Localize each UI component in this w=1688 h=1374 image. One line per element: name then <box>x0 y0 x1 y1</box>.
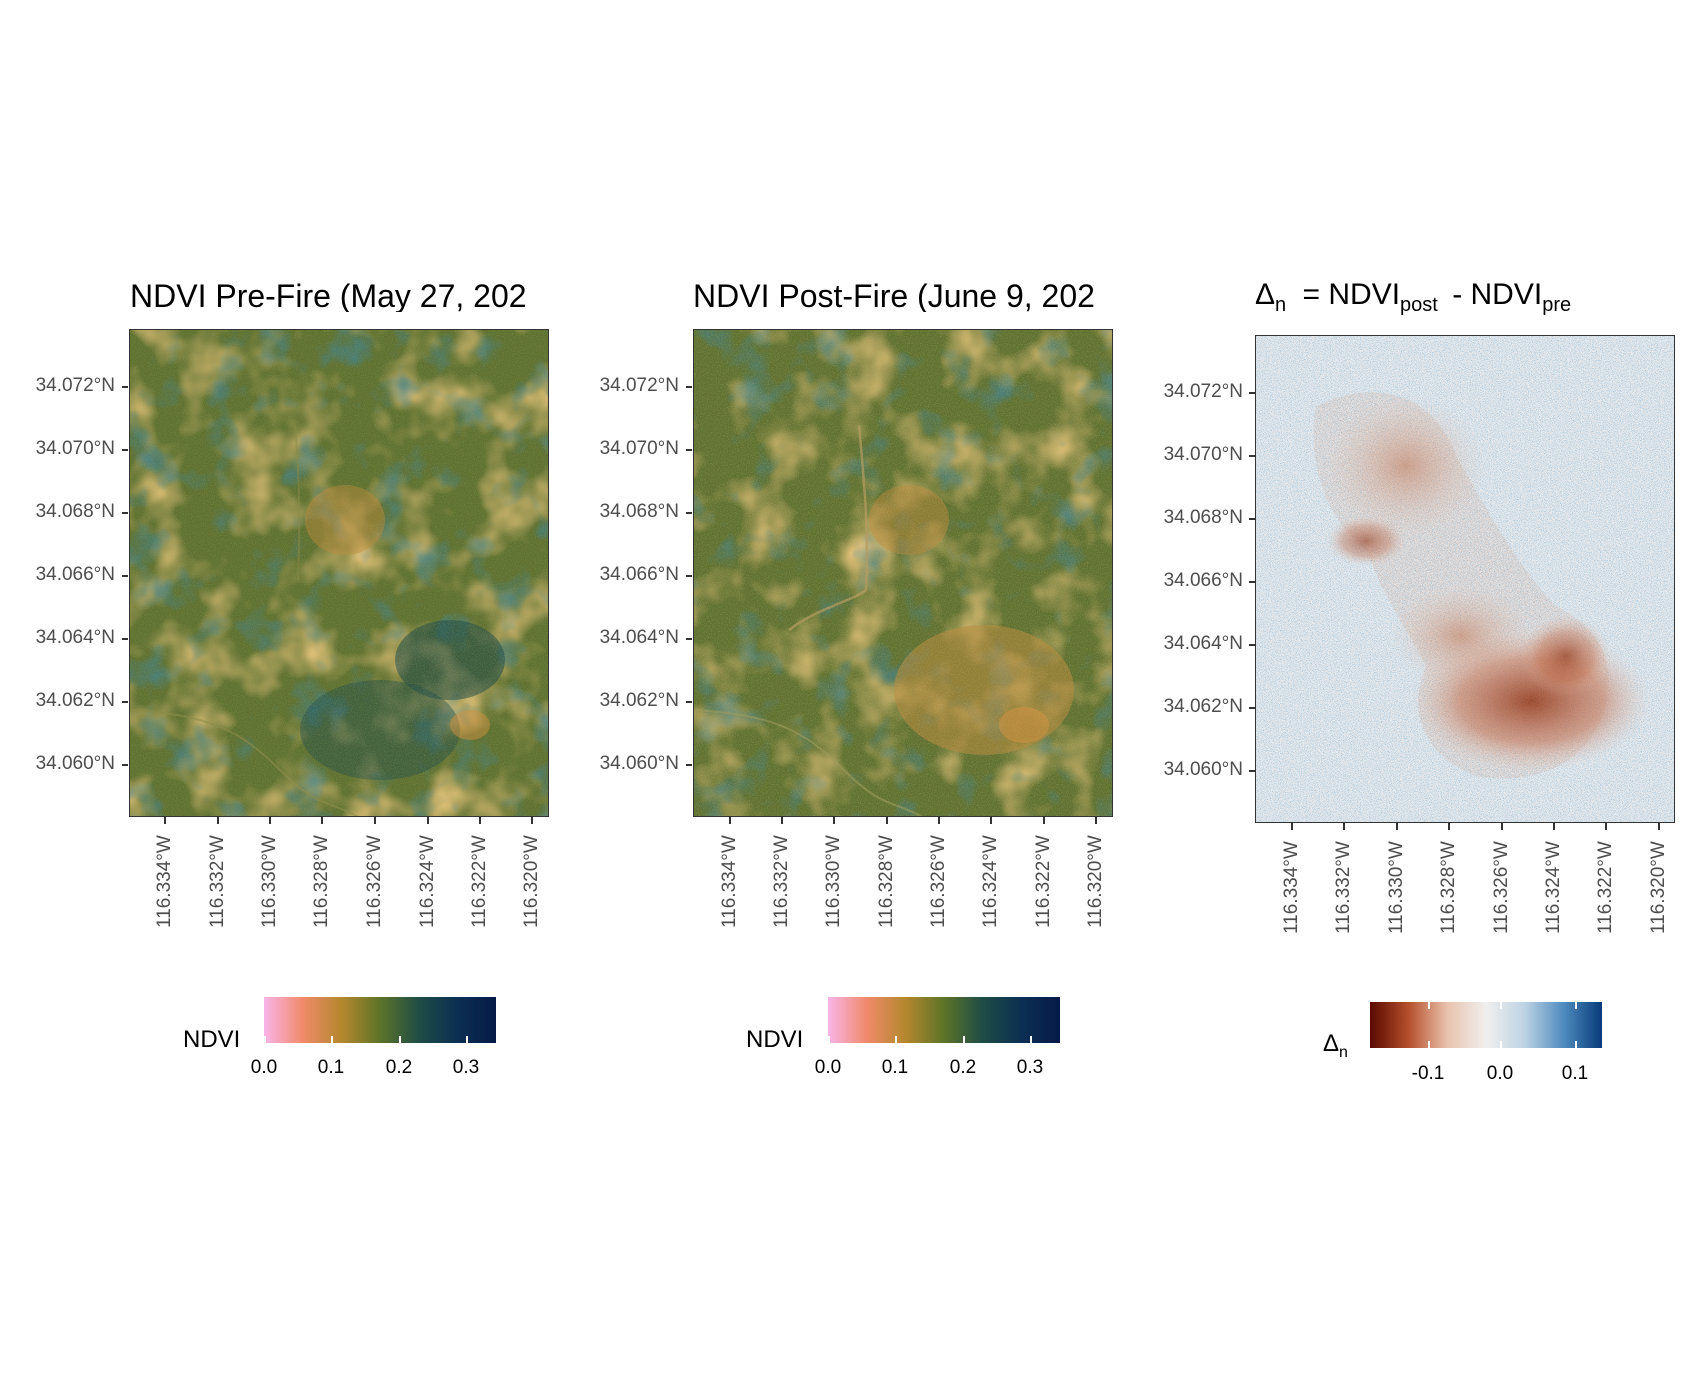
ndvi-pre-raster <box>130 330 548 816</box>
y-tick-label: 34.060°N <box>35 753 115 774</box>
title-minus: - NDVI <box>1443 280 1543 311</box>
y-tick-label: 34.070°N <box>1163 444 1243 465</box>
x-tick-label: 116.326°W <box>928 835 949 928</box>
y-tick-label: 34.072°N <box>599 375 679 396</box>
x-tick-label: 116.330°W <box>259 835 280 928</box>
legend-tick-label: 0.2 <box>385 1057 413 1078</box>
y-tick-label: 34.068°N <box>1163 507 1243 528</box>
legend-tick-label: -0.1 <box>1411 1063 1445 1084</box>
title-delta: Δ <box>1255 280 1276 311</box>
legend-tick-label: 0.0 <box>814 1057 842 1078</box>
ndvi-post-map <box>693 329 1113 817</box>
y-tick-label: 34.060°N <box>1163 759 1243 780</box>
x-tick-label: 116.322°W <box>1033 835 1054 928</box>
x-tick-label: 116.326°W <box>364 835 385 928</box>
y-tick-label: 34.060°N <box>599 753 679 774</box>
panel-title: NDVI Post-Fire (June 9, 202 <box>693 280 1095 312</box>
legend-tick-label: 0.1 <box>1561 1063 1589 1084</box>
legend-tick-label: 0.0 <box>1486 1063 1514 1084</box>
y-tick-label: 34.072°N <box>1163 381 1243 402</box>
x-tick-label: 116.324°W <box>980 835 1001 928</box>
x-tick-label: 116.328°W <box>311 835 332 928</box>
y-tick-label: 34.066°N <box>35 564 115 585</box>
x-tick-label: 116.322°W <box>469 835 490 928</box>
x-tick-label: 116.332°W <box>771 835 792 928</box>
x-tick-label: 116.332°W <box>207 835 228 928</box>
x-tick-label: 116.330°W <box>1386 841 1407 934</box>
x-tick-label: 116.332°W <box>1333 841 1354 934</box>
legend-title-delta: Δ <box>1323 1030 1340 1057</box>
y-tick-label: 34.072°N <box>35 375 115 396</box>
x-tick-label: 116.328°W <box>1438 841 1459 934</box>
x-tick-label: 116.322°W <box>1595 841 1616 934</box>
y-tick-label: 34.066°N <box>1163 570 1243 591</box>
x-tick-label: 116.334°W <box>154 835 175 928</box>
legend-tick-label: 0.0 <box>250 1057 278 1078</box>
x-tick-label: 116.320°W <box>1648 841 1669 934</box>
x-tick-label: 116.334°W <box>719 835 740 928</box>
x-tick-label: 116.320°W <box>1085 835 1106 928</box>
y-tick-label: 34.064°N <box>35 627 115 648</box>
legend-tick-label: 0.3 <box>452 1057 480 1078</box>
legend-tick-label: 0.1 <box>881 1057 909 1078</box>
y-tick-label: 34.070°N <box>35 438 115 459</box>
ndvi-post-raster <box>694 330 1112 816</box>
x-tick-label: 116.328°W <box>876 835 897 928</box>
y-tick-label: 34.070°N <box>599 438 679 459</box>
x-tick-label: 116.320°W <box>521 835 542 928</box>
y-tick-label: 34.062°N <box>599 690 679 711</box>
title-eq: = NDVI <box>1294 280 1401 311</box>
legend-title: NDVI <box>183 1026 241 1053</box>
legend-colorbar <box>264 997 496 1043</box>
x-tick-label: 116.334°W <box>1281 841 1302 934</box>
legend-title: Δn <box>1323 1032 1348 1061</box>
x-tick-label: 116.326°W <box>1491 841 1512 934</box>
delta-raster <box>1256 336 1674 822</box>
x-tick-label: 116.330°W <box>823 835 844 928</box>
legend-colorbar <box>1370 1002 1602 1048</box>
legend-title: NDVI <box>746 1026 804 1053</box>
legend-title-sub: n <box>1339 1043 1348 1061</box>
y-tick-label: 34.064°N <box>599 627 679 648</box>
legend-tick-label: 0.2 <box>949 1057 977 1078</box>
panel-title: Δn = NDVIpost - NDVIpre <box>1255 280 1675 315</box>
y-tick-label: 34.068°N <box>35 501 115 522</box>
title-post-sub: post <box>1400 294 1438 315</box>
panel-title: NDVI Pre-Fire (May 27, 202 <box>130 280 527 312</box>
y-tick-label: 34.062°N <box>1163 696 1243 717</box>
y-tick-label: 34.068°N <box>599 501 679 522</box>
delta-map <box>1255 335 1675 823</box>
y-tick-label: 34.064°N <box>1163 633 1243 654</box>
x-tick-label: 116.324°W <box>1543 841 1564 934</box>
y-tick-label: 34.066°N <box>599 564 679 585</box>
legend-tick-label: 0.1 <box>317 1057 345 1078</box>
legend-tick-label: 0.3 <box>1016 1057 1044 1078</box>
y-tick-label: 34.062°N <box>35 690 115 711</box>
x-tick-label: 116.324°W <box>417 835 438 928</box>
ndvi-pre-map <box>129 329 549 817</box>
title-delta-sub: n <box>1275 294 1287 315</box>
legend-colorbar <box>828 997 1060 1043</box>
title-pre-sub: pre <box>1542 294 1572 315</box>
